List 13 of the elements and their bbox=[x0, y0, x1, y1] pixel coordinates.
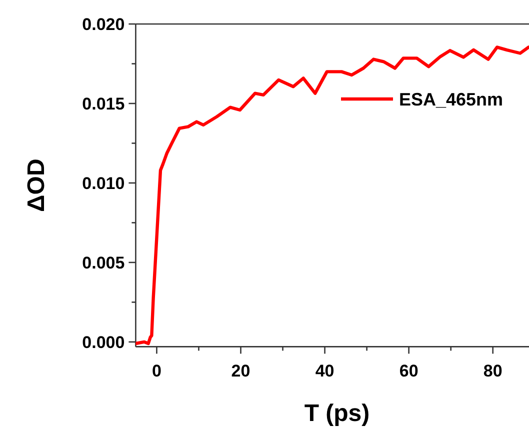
x-axis-title: T (ps) bbox=[304, 400, 370, 427]
y-tick-label: 0.005 bbox=[82, 253, 125, 272]
x-tick-label: 60 bbox=[399, 362, 418, 381]
y-tick-label: 0.000 bbox=[82, 332, 125, 352]
x-tick-label: 80 bbox=[483, 362, 502, 381]
y-tick-label: 0.010 bbox=[82, 174, 125, 193]
y-tick-label: 0.015 bbox=[82, 94, 125, 114]
x-tick-label: 20 bbox=[231, 362, 250, 381]
legend-label: ESA_465nm bbox=[399, 89, 504, 110]
x-tick-label: 0 bbox=[152, 362, 162, 381]
y-tick-label: 0.020 bbox=[82, 14, 125, 34]
y-axis-title: ΔOD bbox=[23, 158, 50, 212]
x-tick-label: 40 bbox=[315, 362, 334, 381]
